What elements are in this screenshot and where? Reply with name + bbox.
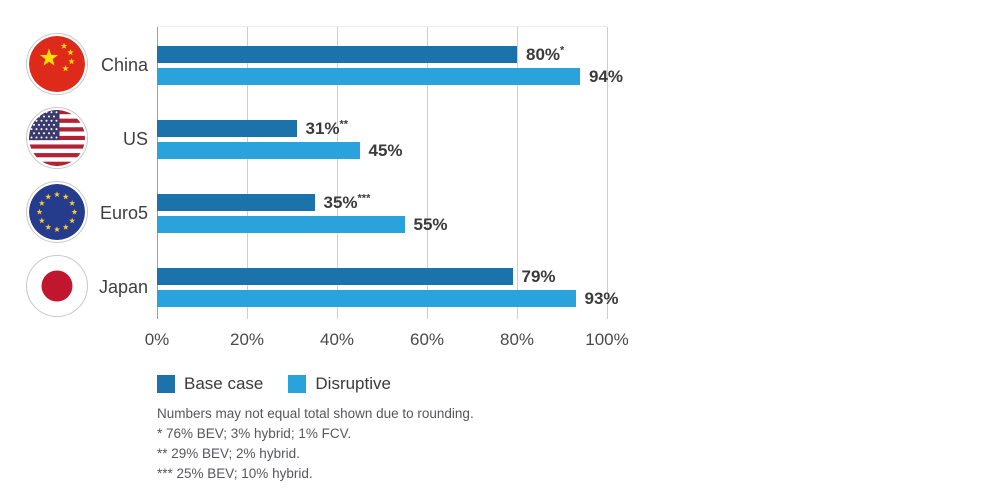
axis-baseline bbox=[157, 27, 158, 319]
footnote-line: *** 25% BEV; 10% hybrid. bbox=[157, 466, 313, 481]
x-axis-tick-label: 40% bbox=[319, 330, 355, 349]
footnote-marker: * bbox=[560, 44, 565, 57]
footnote-line: Numbers may not equal total shown due to… bbox=[157, 406, 474, 421]
footnote-line: * 76% BEV; 3% hybrid; 1% FCV. bbox=[157, 426, 352, 441]
legend-item-base-case: Base case bbox=[157, 374, 263, 394]
bar-base-case-euro5 bbox=[157, 194, 315, 211]
gridline bbox=[337, 27, 338, 319]
legend: Base case Disruptive bbox=[157, 374, 391, 394]
value-label-disruptive-euro5: 55% bbox=[413, 215, 448, 234]
value-label-base-case-euro5: 35%*** bbox=[323, 192, 371, 212]
value-label-disruptive-japan: 93% bbox=[584, 289, 619, 308]
bar-base-case-japan bbox=[157, 268, 513, 285]
bar-disruptive-euro5 bbox=[157, 216, 405, 233]
legend-label-base-case: Base case bbox=[184, 374, 264, 393]
value-label-base-case-china: 80%* bbox=[526, 44, 565, 64]
category-label-japan: Japan bbox=[98, 276, 148, 297]
value-label-base-case-japan: 79% bbox=[521, 267, 556, 286]
x-axis-tick-label: 80% bbox=[499, 330, 535, 349]
category-label-us: US bbox=[122, 128, 148, 149]
legend-swatch-base-case bbox=[157, 375, 175, 393]
footnote-marker: ** bbox=[339, 118, 349, 131]
footnote-marker: *** bbox=[357, 192, 371, 205]
gridline bbox=[517, 27, 518, 319]
bar-disruptive-us bbox=[157, 142, 360, 159]
bar-disruptive-japan bbox=[157, 290, 576, 307]
japan-flag-icon bbox=[26, 255, 88, 317]
x-axis-tick-label: 100% bbox=[585, 330, 629, 349]
gridline bbox=[247, 27, 248, 319]
china-flag-icon bbox=[26, 33, 88, 95]
bar-base-case-us bbox=[157, 120, 297, 137]
value-label-disruptive-china: 94% bbox=[589, 67, 624, 86]
legend-item-disruptive: Disruptive bbox=[288, 374, 391, 394]
x-axis-tick-label: 20% bbox=[229, 330, 265, 349]
x-axis-tick-label: 60% bbox=[409, 330, 445, 349]
value-label-base-case-us: 31%** bbox=[305, 118, 349, 138]
footnote-line: ** 29% BEV; 2% hybrid. bbox=[157, 446, 300, 461]
eu-flag-icon bbox=[26, 181, 88, 243]
plot-area: 80%* 94% 31%** 45% 35%*** 55% 79% 93% bbox=[157, 26, 623, 319]
bar-disruptive-china bbox=[157, 68, 580, 85]
category-label-euro5: Euro5 bbox=[99, 202, 148, 223]
footnotes: Numbers may not equal total shown due to… bbox=[157, 404, 474, 484]
gridline bbox=[607, 27, 608, 319]
category-label-china: China bbox=[100, 54, 148, 75]
legend-label-disruptive: Disruptive bbox=[315, 374, 391, 393]
value-label-disruptive-us: 45% bbox=[368, 141, 403, 160]
gridline bbox=[427, 27, 428, 319]
us-flag-icon bbox=[26, 107, 88, 169]
x-axis-tick-label: 0% bbox=[144, 330, 170, 349]
bar-base-case-china bbox=[157, 46, 517, 63]
legend-swatch-disruptive bbox=[288, 375, 307, 393]
